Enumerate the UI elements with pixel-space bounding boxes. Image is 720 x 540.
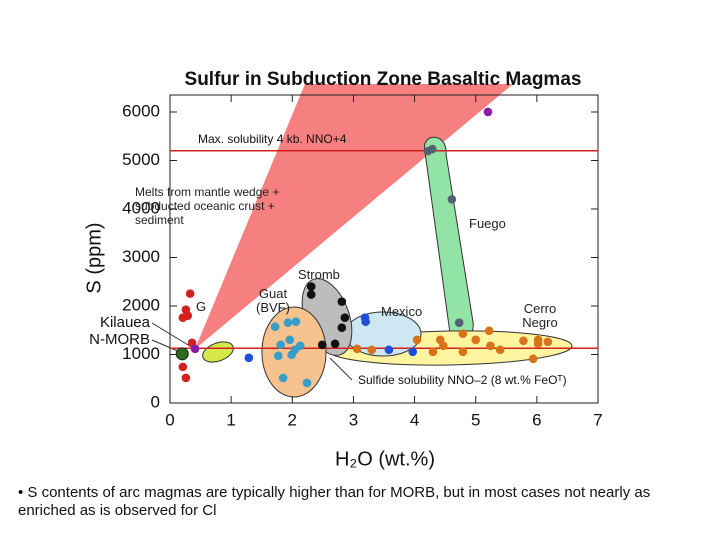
data-point <box>330 339 340 349</box>
data-point <box>543 337 553 347</box>
data-point <box>486 341 495 351</box>
data-point <box>423 146 433 156</box>
data-point <box>178 362 188 372</box>
data-point <box>306 282 316 291</box>
data-point <box>181 373 191 383</box>
data-point <box>244 353 254 363</box>
data-point <box>337 297 347 306</box>
fuego-field <box>423 136 474 340</box>
plot-frame <box>169 94 599 404</box>
x-tick-label: 1 <box>226 410 235 429</box>
series-label: Mexico <box>381 304 423 319</box>
series-label: Guat (BVF) <box>256 286 290 315</box>
x-axis-label: H₂O (wt.%) <box>335 448 435 470</box>
x-tick-label: 3 <box>349 410 358 429</box>
data-point <box>458 329 468 339</box>
data-point <box>408 347 418 357</box>
data-point <box>412 335 422 345</box>
data-point <box>290 345 300 355</box>
data-point <box>533 335 543 345</box>
annotation: N-MORB <box>89 331 150 348</box>
data-point <box>528 354 538 364</box>
reference-label: Max. solubility 4 kb. NNO+4 <box>198 132 347 146</box>
data-point <box>340 313 350 322</box>
data-point <box>306 290 316 299</box>
data-point <box>278 373 288 383</box>
x-tick-label: 2 <box>288 410 297 429</box>
data-point <box>302 378 312 388</box>
data-point <box>471 335 481 345</box>
series-label: Fuego <box>469 216 506 231</box>
pointer <box>329 357 353 381</box>
y-tick-label: 0 <box>151 392 160 411</box>
y-tick-label: 2000 <box>122 295 160 314</box>
note: • S contents of arc magmas are typically… <box>18 484 651 519</box>
data-point <box>361 317 370 327</box>
data-point <box>270 322 280 332</box>
x-tick-label: 7 <box>593 410 602 429</box>
data-point <box>175 347 189 361</box>
y-tick-label: 1000 <box>122 344 160 363</box>
data-point <box>190 344 200 354</box>
chart-title: Sulfur in Subduction Zone Basaltic Magma… <box>185 69 582 90</box>
data-point <box>285 335 295 345</box>
data-point <box>367 345 377 355</box>
data-point <box>483 107 493 117</box>
data-point <box>337 323 347 333</box>
data-point <box>439 341 448 351</box>
data-point <box>384 345 394 355</box>
data-point <box>484 326 494 336</box>
data-point <box>291 317 301 327</box>
data-point <box>283 318 293 328</box>
data-point <box>447 194 457 204</box>
y-tick-label: 5000 <box>122 150 160 169</box>
data-point <box>519 336 528 346</box>
data-point <box>352 344 362 354</box>
data-point <box>454 318 464 328</box>
x-tick-label: 0 <box>165 410 174 429</box>
pointer <box>151 322 194 349</box>
pointer <box>151 339 181 353</box>
series-label: G <box>196 299 207 314</box>
x-tick-label: 4 <box>410 410 419 429</box>
y-tick-label: 3000 <box>122 247 160 266</box>
series-label: Stromb <box>298 267 340 282</box>
field-1 <box>202 341 234 363</box>
data-point <box>185 289 195 298</box>
annotation: Kilauea <box>100 314 151 331</box>
y-tick-label: 4000 <box>122 198 160 217</box>
data-point <box>183 311 193 320</box>
data-point <box>458 347 468 357</box>
data-point <box>317 340 327 350</box>
x-tick-label: 5 <box>471 410 480 429</box>
data-point <box>273 351 283 361</box>
data-point <box>495 345 505 355</box>
data-point <box>428 347 438 357</box>
y-tick-label: 6000 <box>122 101 160 120</box>
annotation: Melts from mantle wedge + subducted ocea… <box>135 185 280 227</box>
x-tick-label: 6 <box>532 410 541 429</box>
data-point <box>276 340 285 350</box>
reference-label: Sulfide solubility NNO–2 (8 wt.% FeOᵀ) <box>358 373 567 387</box>
y-axis-label: S (ppm) <box>83 222 105 293</box>
series-label: Cerro Negro <box>522 301 558 330</box>
